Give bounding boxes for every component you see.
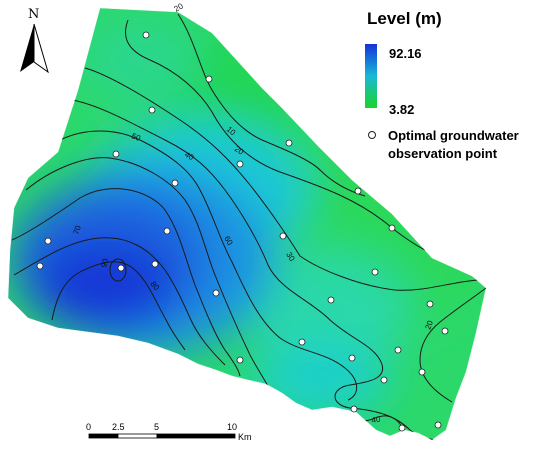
scale-segment-2 [117, 433, 158, 439]
observation-point [285, 139, 293, 147]
scale-segment-3 [156, 433, 236, 439]
observation-point [163, 227, 171, 235]
legend: Level (m) 92.16 3.82 Optimal groundwater… [365, 9, 519, 161]
observation-point [434, 421, 442, 429]
scale-tick-label: 5 [154, 422, 159, 432]
observation-point [279, 232, 287, 240]
observation-point [380, 376, 388, 384]
contour-60 [25, 157, 271, 391]
observation-point [298, 338, 306, 346]
observation-point [394, 346, 402, 354]
scale-tick-label: 10 [227, 422, 237, 432]
observation-point [205, 75, 213, 83]
observation-point [212, 289, 220, 297]
observation-point [36, 262, 44, 270]
observation-point [148, 106, 156, 114]
legend-color-ramp [365, 44, 377, 108]
observation-point [418, 368, 426, 376]
observation-point [350, 405, 358, 413]
observation-point [171, 179, 179, 187]
north-arrow-left-half-icon [20, 24, 34, 72]
contour-30 [84, 67, 479, 291]
legend-min-value: 3.82 [389, 102, 414, 117]
observation-points [36, 31, 449, 432]
contour-label: 90 [99, 257, 110, 268]
contour-label: 50 [130, 131, 142, 143]
north-arrow-right-half-icon [33, 23, 49, 74]
observation-point [398, 424, 406, 432]
contour-90 [51, 261, 186, 351]
observation-point [426, 300, 434, 308]
observation-point [327, 296, 335, 304]
legend-observation-label-line1: Optimal groundwater [388, 128, 519, 143]
contour-peak [109, 258, 127, 282]
scale-unit: Km [238, 432, 252, 442]
contour-40 [71, 99, 441, 440]
north-arrow: N [20, 7, 49, 74]
observation-point [354, 187, 362, 195]
scale-segment-1 [88, 433, 119, 439]
legend-max-value: 92.16 [389, 46, 422, 61]
observation-point [441, 327, 449, 335]
contour-label: 40 [371, 414, 382, 425]
contour-70 [11, 188, 241, 377]
observation-point [236, 356, 244, 364]
scale-tick-label: 2.5 [112, 422, 125, 432]
observation-point [151, 260, 159, 268]
legend-title: Level (m) [367, 9, 442, 28]
legend-observation-label-line2: observation point [388, 146, 498, 161]
observation-point [117, 264, 125, 272]
observation-point [112, 150, 120, 158]
observation-point [348, 354, 356, 362]
observation-point [236, 160, 244, 168]
observation-point [44, 237, 52, 245]
contour-20-southeast [419, 287, 486, 403]
study-area-outline [7, 7, 487, 441]
observation-point [142, 31, 150, 39]
contour-20-north [125, 19, 471, 263]
north-label: N [28, 7, 39, 22]
observation-point [371, 268, 379, 276]
scale-tick-label: 0 [86, 422, 91, 432]
legend-observation-symbol-icon [368, 131, 376, 139]
scale-bar: 0 2.5 5 10 Km [86, 422, 252, 442]
contour-label: 70 [71, 224, 83, 236]
contour-50 [59, 130, 358, 401]
contour-label: 20 [423, 319, 435, 331]
contour-10 [177, 13, 366, 197]
contour-80 [13, 237, 226, 366]
observation-point [388, 224, 396, 232]
